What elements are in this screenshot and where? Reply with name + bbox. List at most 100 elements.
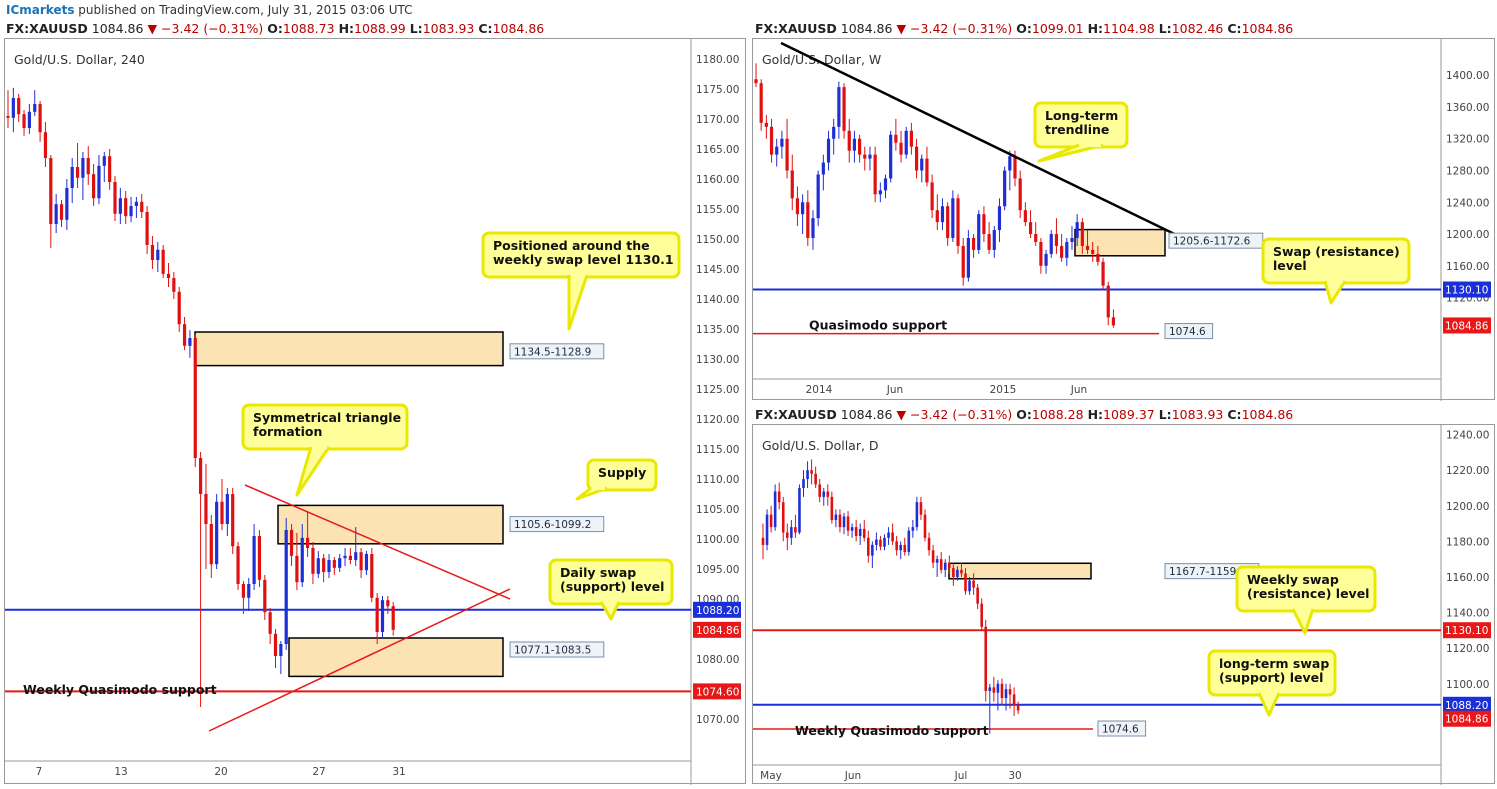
y-tick-label: 1280.00	[1446, 166, 1489, 178]
candle-body	[327, 560, 331, 572]
qm-value-label: 1074.6	[1169, 326, 1206, 338]
close-value: 1084.86	[1241, 407, 1294, 422]
y-tick-label: 1320.00	[1446, 134, 1489, 146]
candle-body	[858, 138, 862, 155]
high-value: 1088.99	[354, 21, 406, 36]
qm-support-text: Quasimodo support	[809, 318, 947, 333]
candle-body	[1008, 689, 1012, 695]
candle-body	[1008, 156, 1012, 171]
candle-body	[810, 470, 813, 474]
zone-label-bg	[1168, 232, 1264, 249]
y-tick-label: 1100.00	[1446, 679, 1489, 691]
candle-body	[1060, 245, 1064, 258]
candle-body	[1044, 253, 1048, 266]
callout-trendline-line: trendline	[1045, 122, 1109, 137]
candle-body	[17, 98, 21, 115]
candle-body	[948, 562, 951, 569]
candle-body	[343, 555, 347, 559]
candle-body	[231, 494, 235, 547]
level-label-1074: 1074.60	[696, 686, 739, 698]
chart-panel-weekly[interactable]: 1400.00 1360.00 1320.00 1280.00 1240.00 1200.…	[752, 38, 1496, 401]
chart-title: Gold/U.S. Dollar, 240	[14, 52, 145, 67]
low-value: 1082.46	[1171, 21, 1224, 36]
candle-body	[311, 548, 315, 574]
candle-body	[75, 167, 80, 178]
candle-body	[134, 201, 138, 206]
candle-body	[862, 528, 866, 538]
candle-body	[873, 154, 877, 195]
candle-body	[795, 198, 800, 215]
candle-body	[279, 644, 283, 656]
candle-body	[956, 198, 960, 246]
candle-body	[914, 146, 919, 171]
candle-body	[972, 580, 975, 588]
y-tick-label: 1150.00	[696, 234, 739, 246]
chart-240-svg[interactable]: 1180.00 1175.00 1170.00 1165.00 1160.00 1155.…	[5, 39, 747, 785]
candle-body	[935, 559, 939, 563]
candle-body	[236, 546, 240, 584]
candle-body	[1054, 234, 1059, 246]
qm-value-label-bg	[1097, 720, 1147, 737]
qm-value-label-bg	[1164, 323, 1214, 340]
callout-weekly-swap-line: Weekly swap	[1247, 572, 1339, 587]
candle-body	[775, 146, 779, 155]
level-label-bg	[1443, 696, 1491, 713]
callout-weekly-swap-line: (resistance) level	[1247, 586, 1369, 601]
candle-body	[1080, 222, 1084, 246]
candle-body	[86, 158, 90, 175]
candle-body	[996, 683, 1000, 693]
y-tick-label: 1170.00	[696, 114, 739, 126]
candle-body	[322, 558, 326, 572]
weekly-qm-text: Weekly Quasimodo support	[795, 723, 989, 738]
candle-body	[156, 249, 160, 260]
candle-body	[59, 204, 64, 220]
candle-body	[1013, 156, 1017, 179]
candle-body	[27, 111, 31, 128]
candle-body	[150, 245, 155, 260]
candle-body	[911, 527, 915, 531]
callout-trendline-line: Long-term	[1045, 108, 1118, 123]
callout-supply-tail	[575, 486, 608, 501]
zone-label-bg	[509, 343, 605, 360]
candle-body	[1039, 241, 1043, 266]
author-link[interactable]: ICmarkets	[6, 3, 75, 17]
y-tick-label: 1095.00	[696, 564, 739, 576]
candle-body	[43, 132, 48, 158]
candle-body	[988, 687, 992, 691]
high-value: 1089.37	[1103, 407, 1155, 422]
candle-body	[863, 154, 867, 159]
candle-body	[1049, 234, 1053, 254]
candle-body	[257, 536, 262, 580]
zone-label: 1167.7-1159.0	[1169, 566, 1246, 578]
chart-weekly-svg[interactable]: 1400.00 1360.00 1320.00 1280.00 1240.00 1200.…	[753, 39, 1496, 401]
candle-body	[252, 536, 256, 584]
y-tick-label: 1360.00	[1446, 102, 1489, 114]
zone-label: 1134.5-1128.9	[514, 346, 591, 358]
candle-body	[806, 470, 809, 480]
chart-panel-240[interactable]: 1180.00 1175.00 1170.00 1165.00 1160.00 1155.…	[4, 38, 747, 785]
y-tick-label: 1220.00	[1446, 465, 1489, 477]
candle-body	[997, 206, 1002, 231]
chart-panel-daily[interactable]: 1240.00 1220.00 1200.00 1180.00 1160.00 1140.…	[752, 424, 1496, 785]
candle-body	[1111, 317, 1116, 326]
x-tick-label: 20	[214, 766, 227, 778]
candle-body	[140, 201, 144, 212]
supply-zone	[1074, 228, 1166, 257]
candle-body	[220, 501, 224, 524]
chart-daily-svg[interactable]: 1240.00 1220.00 1200.00 1180.00 1160.00 1140.…	[753, 425, 1496, 785]
candle-body	[899, 142, 903, 155]
price: 1084.86	[840, 21, 893, 36]
weekly-qm-text: Weekly Quasimodo support	[23, 682, 217, 697]
callout-lt-swap-line: long-term swap	[1219, 656, 1329, 671]
symbol: FX:XAUUSD	[755, 407, 837, 422]
candle-body	[871, 544, 874, 556]
candle-body	[1106, 285, 1110, 318]
header-240: FX:XAUUSD 1084.86 ▼ −3.42 (−0.31%) O:108…	[6, 21, 545, 36]
x-tick-label: May	[760, 770, 782, 782]
candle-body	[982, 214, 986, 235]
y-tick-label: 1120.00	[1446, 643, 1489, 655]
callout-daily-swap-line: Daily swap	[560, 565, 636, 580]
candle-body	[118, 198, 122, 214]
candle-body	[919, 502, 923, 515]
candle-body	[182, 324, 187, 346]
